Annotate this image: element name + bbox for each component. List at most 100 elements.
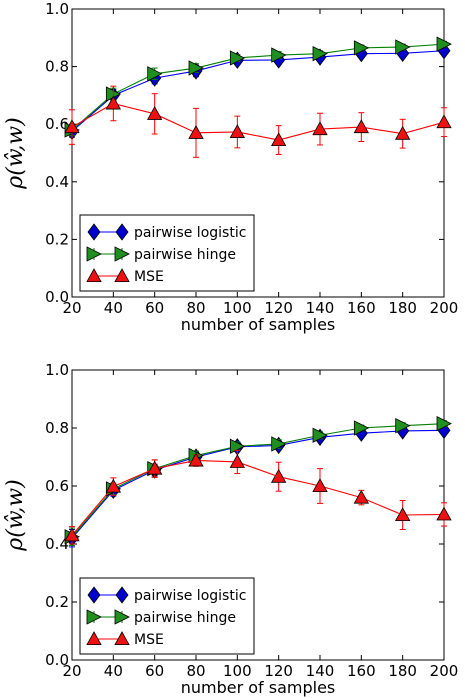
data-point [436, 114, 452, 129]
y-tick-label: 0.0 [45, 288, 69, 306]
x-axis-label: number of samples [181, 315, 336, 334]
chart-panel-1: 20 40 60 80 100 120 140 160 180 200 0.0 0.2 0.4 0.6 0.… [3, 0, 458, 334]
legend-marker [86, 246, 102, 262]
legend-marker [114, 631, 130, 645]
x-tick-label: 180 [388, 299, 417, 317]
data-point [270, 132, 287, 147]
y-axis-label: ρ(ŵ,w) [3, 479, 28, 551]
data-point [188, 125, 204, 139]
y-tick-label: 0.8 [45, 419, 69, 437]
data-point [353, 40, 370, 56]
data-point [229, 438, 246, 454]
data-point [436, 36, 452, 52]
y-tick-label: 1.0 [45, 0, 69, 18]
series-pairwise_hinge [64, 36, 452, 138]
x-tick-label: 140 [306, 299, 335, 317]
data-point [394, 125, 411, 140]
y-tick-label: 0.8 [45, 58, 69, 76]
legend-marker [114, 609, 130, 625]
x-tick-label: 100 [223, 299, 252, 317]
x-tick-label: 200 [430, 299, 459, 317]
y-axis-label: ρ(ŵ,w) [3, 117, 28, 189]
legend-item-pairwise_logistic: pairwise logistic [87, 223, 246, 241]
data-point [395, 39, 411, 55]
data-point [353, 489, 370, 504]
series-pairwise_hinge [64, 416, 452, 546]
series-line [71, 102, 445, 141]
data-point [436, 416, 452, 432]
y-tick-label: 0.6 [45, 115, 69, 133]
data-point [146, 106, 163, 120]
data-point [436, 506, 452, 521]
legend: pairwise logistic pairwise hinge MSE [79, 214, 255, 292]
data-point [312, 121, 328, 136]
data-point [271, 436, 287, 452]
x-tick-label: 40 [104, 662, 123, 680]
x-tick-label: 60 [145, 662, 164, 680]
y-tick-label: 0.4 [45, 173, 69, 191]
legend-item-pairwise_logistic: pairwise logistic [87, 586, 246, 604]
x-tick-label: 200 [430, 662, 459, 680]
x-tick-label: 20 [62, 299, 81, 317]
data-point [229, 454, 246, 468]
x-tick-label: 80 [186, 662, 205, 680]
data-point [270, 468, 287, 483]
legend-label: pairwise logistic [134, 225, 246, 241]
legend-marker [86, 631, 102, 645]
legend-label: pairwise hinge [134, 610, 236, 626]
legend-label: pairwise hinge [134, 247, 236, 263]
x-tick-label: 60 [145, 299, 164, 317]
data-point [188, 60, 204, 76]
legend-marker [114, 268, 130, 282]
data-point [312, 478, 328, 492]
legend-item-mse: MSE [86, 268, 164, 285]
series-mse [64, 449, 452, 545]
data-point [353, 420, 370, 436]
series-line [71, 429, 445, 539]
series-line [71, 50, 445, 132]
data-point [105, 95, 122, 110]
legend-marker [86, 268, 102, 282]
data-point [395, 418, 411, 434]
series-line [71, 43, 445, 131]
data-point [394, 507, 411, 521]
x-axis-label: number of samples [181, 678, 336, 697]
legend-marker [115, 223, 129, 241]
y-tick-label: 0.2 [45, 593, 69, 611]
legend-label: pairwise logistic [134, 588, 246, 604]
data-point [64, 119, 80, 134]
legend-item-pairwise_hinge: pairwise hinge [86, 246, 236, 263]
legend-box [79, 577, 255, 655]
plot-frame [71, 8, 445, 298]
x-tick-label: 120 [264, 662, 293, 680]
x-tick-label: 180 [388, 662, 417, 680]
legend-marker [86, 609, 102, 625]
x-tick-label: 140 [306, 662, 335, 680]
legend-marker [115, 586, 129, 604]
x-tick-label: 20 [62, 662, 81, 680]
data-point [147, 66, 163, 82]
series-mse [64, 85, 452, 158]
legend-label: MSE [134, 269, 164, 285]
legend-marker [87, 223, 101, 241]
series-line [71, 423, 445, 538]
data-point [353, 119, 370, 134]
chart-panel-2: 20 40 60 80 100 120 140 160 180 200 0.0 0.2 0.4 0.6 0.… [3, 361, 458, 697]
legend: pairwise logistic pairwise hinge MSE [79, 577, 255, 655]
x-tick-label: 80 [186, 299, 205, 317]
data-point [188, 452, 204, 467]
x-tick-label: 40 [104, 299, 123, 317]
y-tick-label: 0.6 [45, 477, 69, 495]
legend-item-mse: MSE [86, 631, 164, 648]
legend-marker [114, 246, 130, 262]
data-point [312, 427, 328, 443]
data-point [229, 124, 246, 138]
data-point [312, 45, 328, 62]
x-tick-label: 160 [347, 662, 376, 680]
y-tick-label: 0.2 [45, 230, 69, 248]
series-line [71, 459, 445, 536]
y-tick-label: 0.4 [45, 535, 69, 553]
legend-label: MSE [134, 632, 164, 648]
data-point [64, 527, 80, 542]
